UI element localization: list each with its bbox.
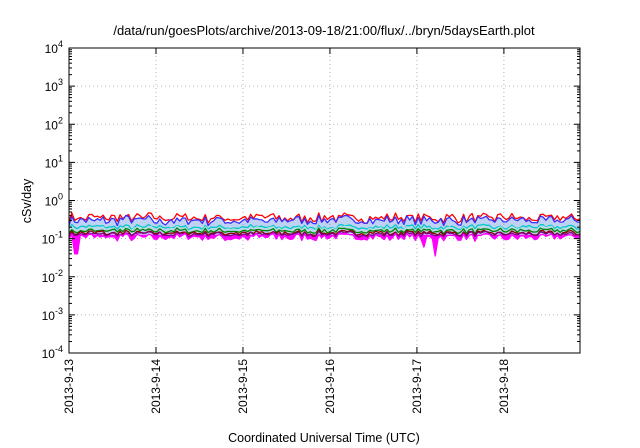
y-tick-label: 104 [45, 39, 63, 56]
y-tick-label: 10-3 [42, 306, 63, 323]
y-tick-label: 10-4 [42, 344, 63, 361]
x-axis-title: Coordinated Universal Time (UTC) [228, 431, 420, 445]
y-tick-label: 103 [45, 77, 63, 94]
y-tick-label: 101 [45, 153, 63, 170]
y-tick-label: 102 [45, 115, 63, 132]
x-tick-labels: 2013-9-13 2013-9-14 2013-9-15 2013-9-16 2013… [62, 359, 511, 414]
y-axis-title: cSv/day [20, 178, 34, 223]
series-line-6 [68, 230, 581, 238]
series-line-1 [68, 214, 581, 227]
series-line-7 [68, 232, 581, 257]
lower-band-fill [69, 232, 580, 256]
y-tick-label: 10-1 [42, 230, 63, 247]
x-tick-label: 2013-9-15 [236, 359, 250, 414]
axis-ticks [68, 47, 580, 354]
y-tick-label: 100 [45, 192, 63, 209]
y-tick-label: 10-2 [42, 268, 63, 285]
series-line-2 [68, 223, 581, 231]
grid [69, 48, 580, 353]
data-series [68, 212, 581, 257]
x-tick-label: 2013-9-17 [410, 359, 424, 414]
chart-title: /data/run/goesPlots/archive/2013-09-18/2… [113, 23, 535, 38]
x-tick-label: 2013-9-13 [62, 359, 76, 414]
x-tick-label: 2013-9-14 [149, 359, 163, 414]
x-tick-label: 2013-9-16 [323, 359, 337, 414]
y-tick-labels: 10-4 10-3 10-2 10-1 100 101 102 103 104 [42, 39, 63, 361]
x-tick-label: 2013-9-18 [497, 359, 511, 414]
series-line-3 [68, 225, 581, 232]
series-line-4 [68, 227, 581, 235]
